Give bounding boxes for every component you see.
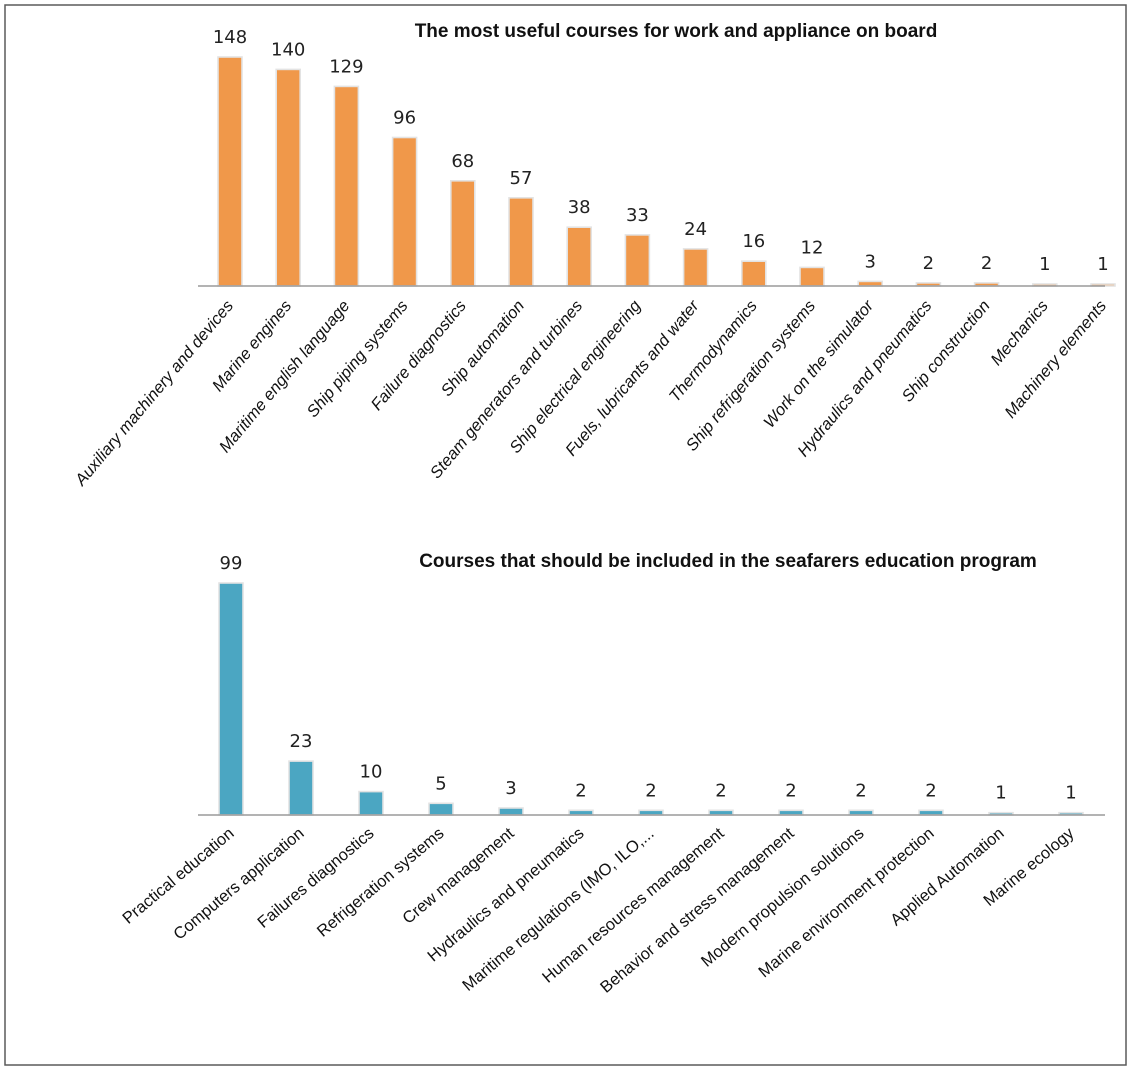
data-label: 148 <box>213 27 247 48</box>
bar-failure-diagnostics <box>449 180 476 287</box>
bar-ship-automation <box>508 197 534 287</box>
data-label: 140 <box>271 39 305 60</box>
data-label: 1 <box>995 783 1006 804</box>
bar-refrigeration-systems <box>428 802 454 816</box>
bar-marine-environment-protection <box>918 809 944 816</box>
figure-frame <box>4 4 1127 1066</box>
data-label: 2 <box>925 780 936 801</box>
data-label: 16 <box>742 231 765 252</box>
bar-steam-generators-and-turbines <box>566 226 593 287</box>
bar-fuels-lubricants-and-water <box>682 248 709 287</box>
data-label: 3 <box>864 251 875 272</box>
data-label: 68 <box>451 151 474 172</box>
data-label: 129 <box>329 56 363 77</box>
bar-maritime-regulations-imo-ilo <box>638 809 664 816</box>
data-label: 2 <box>981 253 992 274</box>
data-label: 57 <box>510 168 533 189</box>
bar-computers-application <box>288 760 314 816</box>
x-tick-label: Mechanics <box>987 297 1051 369</box>
x-tick-label: Auxiliary machinery and devices <box>71 297 237 490</box>
chart-title: The most useful courses for work and app… <box>415 21 938 42</box>
data-label: 2 <box>855 780 866 801</box>
data-label: 3 <box>505 778 516 799</box>
data-label: 2 <box>645 780 656 801</box>
bar-human-resources-management <box>708 809 734 816</box>
data-label: 38 <box>568 197 591 218</box>
chart-title: Courses that should be included in the s… <box>419 551 1037 572</box>
x-tick-label: Machinery elements <box>1001 297 1110 422</box>
bar-behavior-and-stress-management <box>778 809 804 816</box>
data-label: 23 <box>290 731 313 752</box>
data-label: 24 <box>684 219 707 240</box>
x-tick-label: Failures diagnostics <box>254 824 377 932</box>
bar-ship-electrical-engineering <box>624 234 651 287</box>
bar-maritime-english-language <box>333 85 360 287</box>
bar-series: 148 140 129 96 68 57 38 33 24 16 12 3 2 2 1 1 <box>213 27 1116 287</box>
x-tick-label: Computers application <box>170 824 307 943</box>
bar-modern-propulsion-solutions <box>848 809 874 816</box>
data-label: 1 <box>1065 783 1076 804</box>
data-label: 2 <box>785 780 796 801</box>
data-label: 5 <box>435 773 446 794</box>
bar-practical-education <box>218 582 244 816</box>
bar-auxiliary-machinery-and-devices <box>217 56 243 287</box>
data-label: 1 <box>1097 254 1108 275</box>
x-tick-label: Practical education <box>119 824 237 927</box>
data-label: 1 <box>1039 254 1050 275</box>
x-tick-label: Work on the simulator <box>760 296 878 432</box>
data-label: 12 <box>801 237 824 258</box>
bar-ship-piping-systems <box>391 136 418 287</box>
bar-ship-refrigeration-systems <box>799 266 825 287</box>
x-tick-label: Ship piping systems <box>304 297 412 421</box>
bar-thermodynamics <box>740 260 767 287</box>
bar-series: 99 23 10 5 3 2 2 2 2 2 2 1 1 <box>218 553 1084 816</box>
data-label: 2 <box>715 780 726 801</box>
x-tick-label: Refrigeration systems <box>314 824 448 940</box>
chart-most-useful-courses: The most useful courses for work and app… <box>71 21 1116 490</box>
data-label: 2 <box>575 780 586 801</box>
data-label: 99 <box>220 553 243 574</box>
bar-crew-management <box>498 807 524 816</box>
x-tick-label: Applied Automation <box>887 824 1007 929</box>
data-label: 2 <box>923 253 934 274</box>
data-label: 33 <box>626 205 649 226</box>
bar-failures-diagnostics <box>358 790 384 816</box>
data-label: 96 <box>393 108 416 129</box>
data-label: 10 <box>360 762 383 783</box>
bar-marine-engines <box>275 68 302 287</box>
chart-education-program-courses: Courses that should be included in the s… <box>119 551 1105 997</box>
bar-hydraulics-and-pneumatics <box>568 809 594 816</box>
